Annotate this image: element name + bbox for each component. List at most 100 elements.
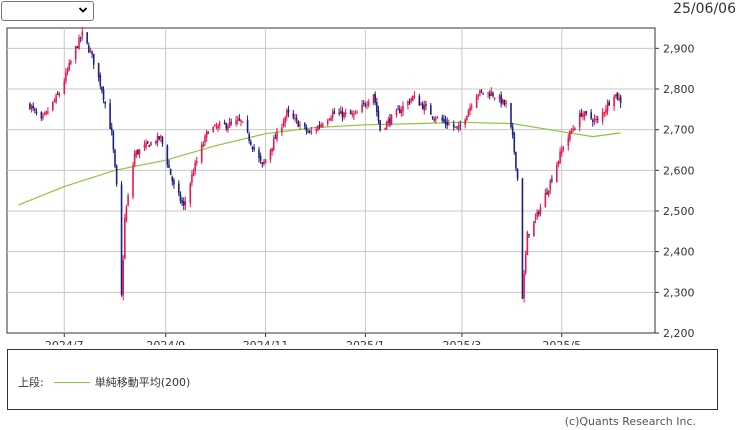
candle-body [488,93,491,97]
candle-body [217,125,219,129]
candle-body [148,144,151,147]
candle-body [328,119,331,121]
candle-body [511,126,514,135]
y-tick-label: 2,300 [663,286,695,299]
legend-row: 上段: 単純移動平均(200) [18,374,190,390]
candle-body [464,119,466,125]
candle-body [374,93,376,103]
candle-body [420,104,422,106]
candle-body [160,135,162,138]
candle-body [78,37,80,50]
candle-body [490,91,493,96]
candle-body [178,183,180,194]
candle-body [603,112,606,114]
legend-ma-label: 単純移動平均(200) [94,376,191,389]
candle-body [310,131,313,133]
y-tick-label: 2,700 [663,124,695,137]
candle-body [364,104,367,106]
candle-body [475,95,478,108]
candle-body [578,113,581,128]
candle-body [238,118,241,121]
candle-layer [29,26,622,303]
candle-body [88,45,90,53]
candle-body [431,116,434,118]
y-tick-label: 2,600 [663,164,695,177]
candle-body [466,116,468,120]
candle-body [295,118,298,120]
candle-body [441,117,444,121]
candle-body [585,111,588,114]
candle-body [318,125,321,127]
candle-body [109,103,111,129]
candle-body [65,72,67,82]
candle-body [459,125,462,127]
candle-body [397,109,399,111]
candle-body [343,112,345,117]
candle-body [122,259,124,296]
candle-body [544,193,547,208]
candle-body [433,118,435,120]
candle-body [292,113,295,118]
candle-body [614,94,617,97]
candle-body [344,112,347,115]
candle-body [74,46,77,60]
candle-body [376,102,378,112]
candle-body [349,110,352,115]
candle-body [533,221,535,237]
candle-body [235,120,237,125]
candle-body [434,119,437,121]
candle-body [425,104,427,106]
candle-body [390,114,393,126]
candle-body [477,94,480,96]
candle-body [114,149,116,167]
x-tick-label: 2024/7 [45,339,84,345]
candle-body [91,52,93,54]
candle-body [181,200,183,204]
candle-body [423,104,426,111]
candle-body [227,126,229,130]
candle-body [606,102,609,112]
candle-body [215,126,218,128]
candle-body [281,127,283,133]
candle-body [402,105,404,112]
candle-body [236,119,239,121]
x-tick-label: 2024/9 [146,339,185,345]
candle-body [230,122,232,124]
candle-body [184,201,187,206]
candle-body [521,178,524,299]
candle-body [276,130,278,140]
candle-body [330,117,332,121]
candle-body [562,147,565,150]
period-select[interactable] [1,1,94,21]
candle-body [205,131,208,138]
candle-body [592,120,594,123]
candle-body [593,118,596,121]
candle-body [338,112,340,114]
y-tick-label: 2,900 [663,42,695,55]
candle-body [125,207,128,220]
candle-body [81,31,84,37]
candle-body [29,103,31,109]
candle-body [189,183,192,203]
candle-body [515,151,517,169]
candle-body [70,61,72,64]
candle-body [613,96,615,107]
candle-body [202,143,205,147]
candle-body [30,105,33,109]
candle-body [282,122,285,126]
candle-body [155,141,157,143]
candle-body [389,118,391,124]
candle-body [146,141,149,144]
candle-body [304,123,306,127]
candle-body [387,119,390,123]
candle-body [467,110,470,117]
candle-body [269,149,272,160]
candle-body [40,111,43,119]
candle-body [133,153,136,166]
candle-body [379,120,381,131]
candle-body [110,127,113,131]
candle-body [43,113,46,115]
candle-body [412,95,414,101]
candle-body [356,112,358,114]
candle-body [315,129,318,132]
